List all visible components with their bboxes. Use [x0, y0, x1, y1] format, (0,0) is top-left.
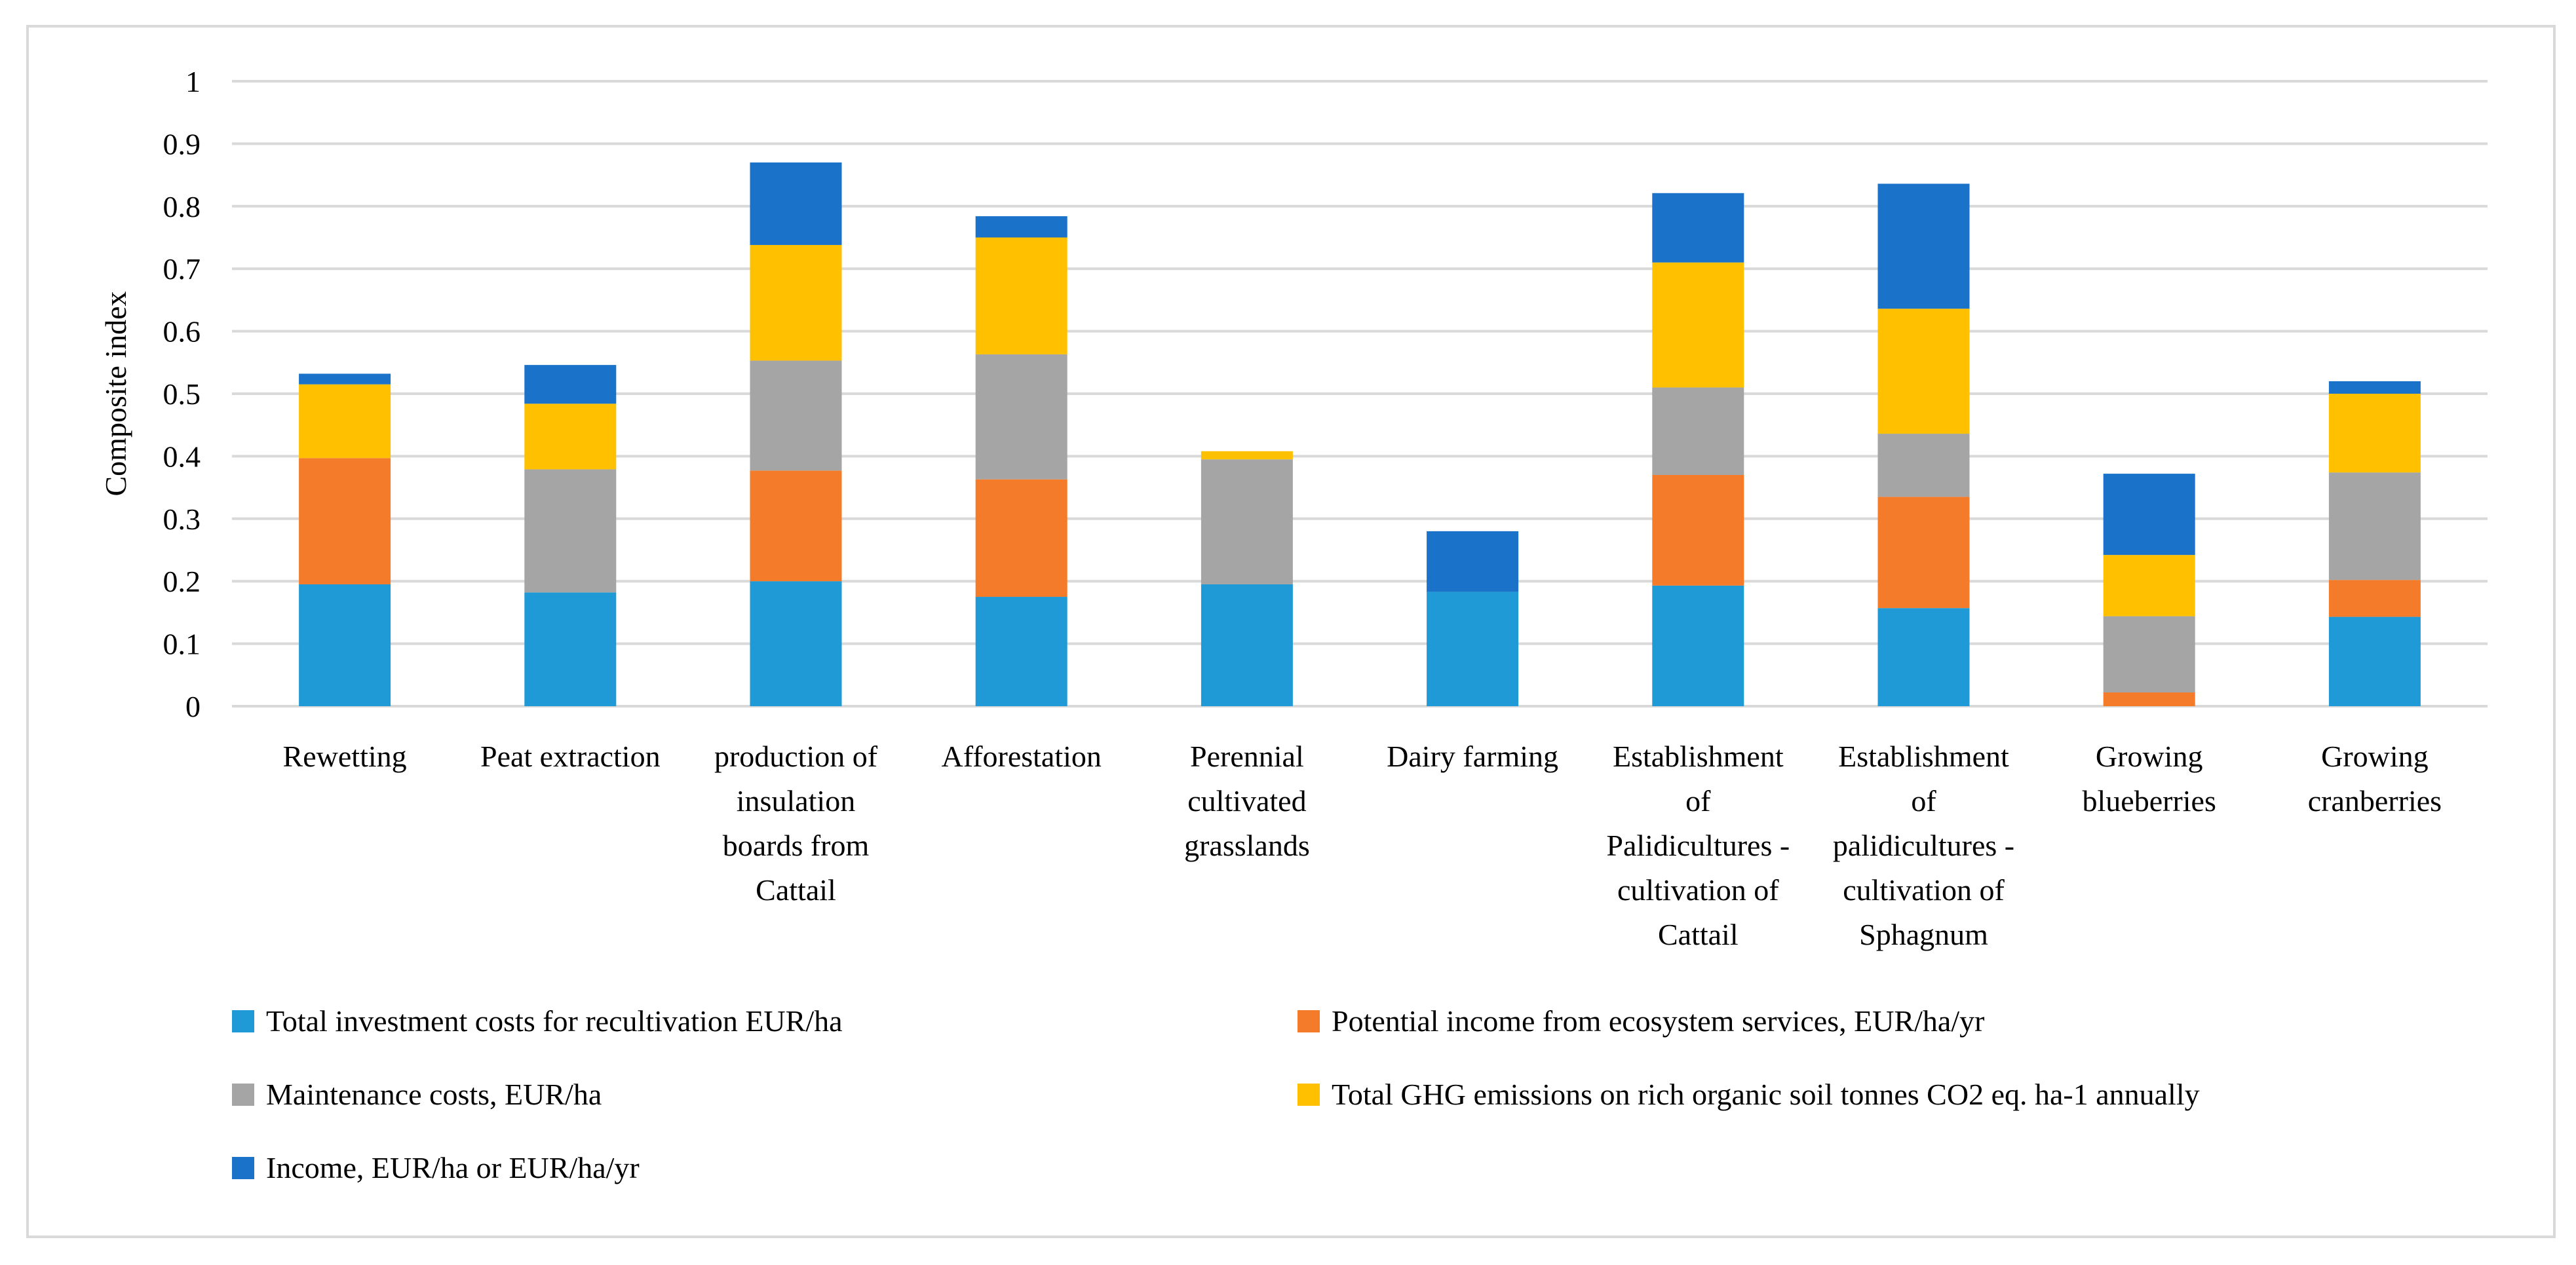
- bar-segment: [1427, 592, 1519, 706]
- x-category-label: Establishment of palidicultures -cultivati…: [1833, 740, 2014, 951]
- legend-swatch: [232, 1084, 254, 1106]
- bar-segment: [299, 384, 391, 459]
- legend-label: Maintenance costs, EUR/ha: [266, 1078, 602, 1111]
- bar-segment: [2328, 472, 2421, 580]
- bar-segment: [1427, 531, 1519, 592]
- bar-segment: [1201, 459, 1293, 584]
- chart-svg: 0 0.1 0.2 0.3 0.4 0.5 0.6 0.7 0.8 0.9 1 Rewetting P…: [99, 65, 2488, 1184]
- bar-segment: [299, 458, 391, 584]
- bar-segment: [975, 597, 1067, 706]
- bar-segment: [1201, 451, 1293, 460]
- bar-segment: [750, 470, 842, 582]
- bar-segment: [299, 584, 391, 706]
- legend-swatch: [232, 1010, 254, 1032]
- bar-segment: [1652, 475, 1744, 586]
- bar-segment: [750, 360, 842, 471]
- x-category-label: Perennial cultivated grasslands: [1184, 740, 1310, 862]
- bar-segment: [750, 581, 842, 706]
- bar-segment: [2328, 394, 2421, 473]
- x-category-label: Growing blueberries: [2083, 740, 2216, 818]
- y-tick-label: 0.8: [163, 190, 201, 223]
- bars: [299, 162, 2421, 706]
- bar-segment: [975, 354, 1067, 480]
- bar-segment: [1652, 193, 1744, 263]
- bar-segment: [2103, 555, 2195, 616]
- y-tick-label: 0.7: [163, 252, 201, 286]
- x-category-label: Establishment of Palidicultures -cultivati…: [1606, 740, 1790, 951]
- y-tick-label: 0.1: [163, 628, 201, 661]
- legend-swatch: [1298, 1084, 1320, 1106]
- x-category-label: Dairy farming: [1387, 740, 1558, 773]
- chart-frame: 0 0.1 0.2 0.3 0.4 0.5 0.6 0.7 0.8 0.9 1 Rewetting P…: [26, 25, 2556, 1238]
- bar-segment: [1877, 608, 1970, 706]
- y-tick-label: 0.9: [163, 127, 201, 160]
- y-axis-title: Composite index: [99, 291, 132, 496]
- bar-segment: [1201, 584, 1293, 706]
- y-tick-label: 0.3: [163, 502, 201, 536]
- bar-segment: [2328, 616, 2421, 706]
- bar-segment: [299, 373, 391, 385]
- legend-label: Income, EUR/ha or EUR/ha/yr: [266, 1151, 640, 1184]
- bar-segment: [2103, 692, 2195, 706]
- bar-segment: [524, 404, 617, 470]
- bar-segment: [524, 365, 617, 404]
- legend-swatch: [232, 1157, 254, 1179]
- x-category-label: Peat extraction: [480, 740, 661, 773]
- bar-segment: [2328, 381, 2421, 394]
- bar-segment: [2103, 616, 2195, 693]
- legend-label: Potential income from ecosystem services…: [1332, 1004, 1984, 1038]
- bar-segment: [1652, 387, 1744, 476]
- y-tick-label: 0: [185, 690, 201, 723]
- y-tick-label: 0.4: [163, 440, 201, 473]
- bar-segment: [1877, 309, 1970, 434]
- x-axis-categories: Rewetting Peat extraction production of ins…: [283, 740, 2442, 951]
- y-axis-ticks: 0 0.1 0.2 0.3 0.4 0.5 0.6 0.7 0.8 0.9 1: [163, 65, 201, 723]
- bar-segment: [1652, 585, 1744, 706]
- bar-segment: [2328, 580, 2421, 617]
- bar-segment: [750, 162, 842, 245]
- legend-label: Total investment costs for recultivation…: [266, 1004, 843, 1038]
- legend-swatch: [1298, 1010, 1320, 1032]
- x-category-label: Growing cranberries: [2308, 740, 2442, 818]
- legend: Total investment costs for recultivation…: [232, 1004, 2200, 1184]
- y-tick-label: 0.6: [163, 315, 201, 349]
- x-category-label: Rewetting: [283, 740, 407, 773]
- x-category-label: production of insulation boards from Cattai…: [714, 740, 878, 907]
- y-tick-label: 0.2: [163, 565, 201, 598]
- bar-segment: [1877, 497, 1970, 609]
- bar-segment: [750, 244, 842, 361]
- bar-segment: [524, 469, 617, 593]
- y-tick-label: 0.5: [163, 377, 201, 411]
- bar-segment: [1877, 183, 1970, 309]
- y-tick-label: 1: [185, 65, 201, 98]
- bar-segment: [524, 592, 617, 706]
- bar-segment: [975, 237, 1067, 354]
- bar-segment: [975, 216, 1067, 238]
- x-category-label: Afforestation: [941, 740, 1101, 773]
- legend-label: Total GHG emissions on rich organic soil…: [1332, 1078, 2200, 1111]
- bar-segment: [1877, 434, 1970, 497]
- bar-segment: [2103, 474, 2195, 556]
- bar-segment: [975, 479, 1067, 597]
- bar-segment: [1652, 262, 1744, 388]
